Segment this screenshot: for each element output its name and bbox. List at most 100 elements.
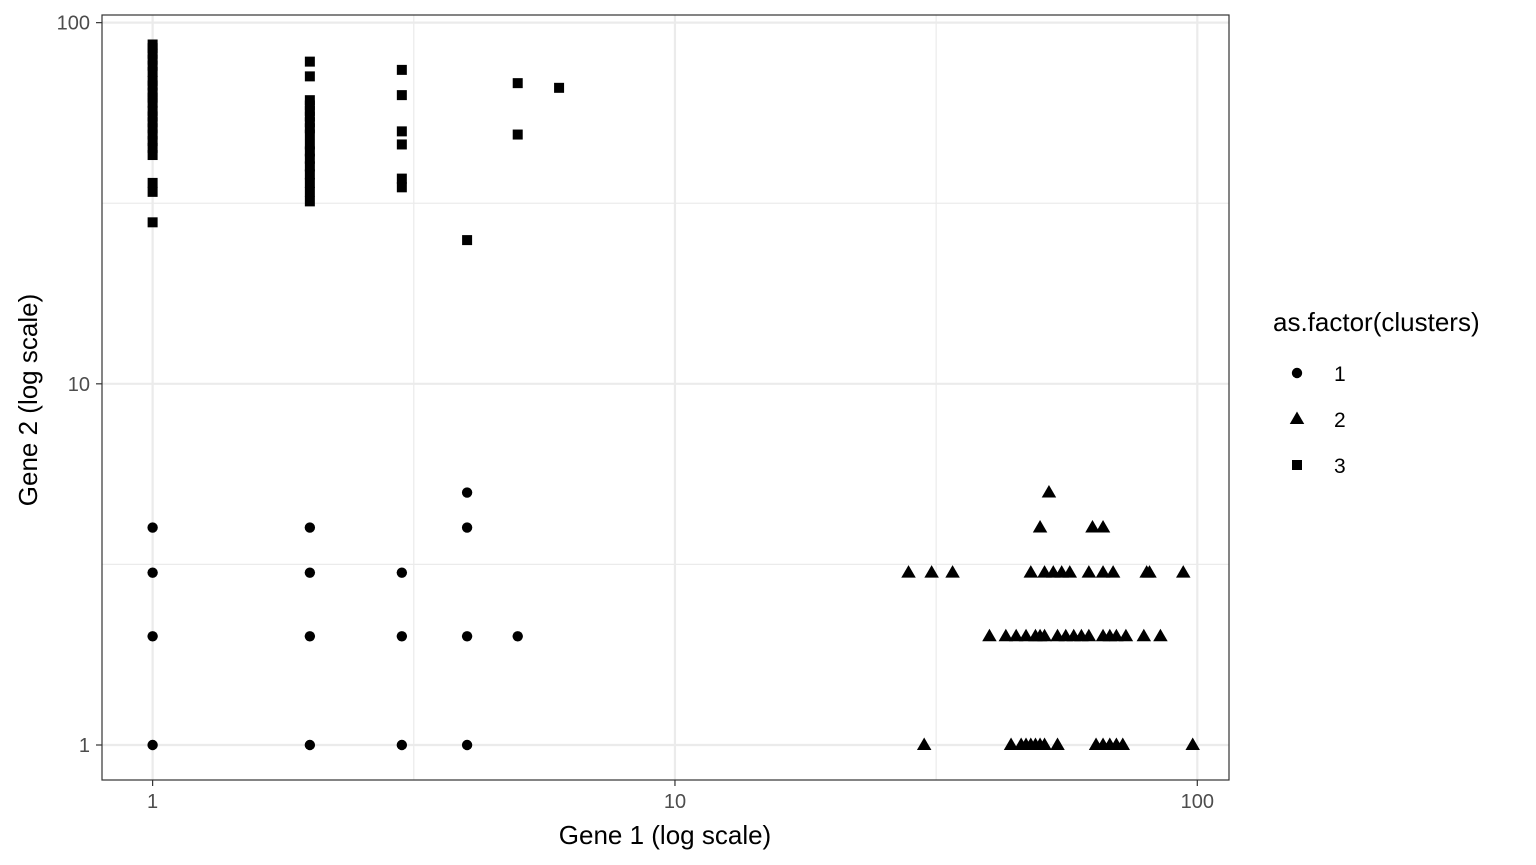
y-tick-label: 10 [68,374,90,396]
data-point [1153,628,1168,642]
data-point [396,173,407,184]
y-tick-label: 1 [79,735,90,757]
data-point [147,123,158,134]
data-point [1118,628,1134,642]
data-point [1062,565,1078,578]
data-point [396,182,407,193]
data-point [396,567,408,578]
data-point [304,161,315,172]
data-point [396,64,407,75]
data-point [945,565,960,578]
data-point [147,631,158,642]
x-axis-ticks: 1 10 100 [147,780,1214,813]
data-point [1081,565,1097,578]
data-point [998,628,1014,642]
data-point [147,111,158,122]
data-point [147,105,158,116]
data-point [147,75,158,86]
data-point [147,67,158,78]
data-point [304,105,315,116]
data-point [147,87,158,98]
data-point [147,117,158,128]
data-point [147,39,158,50]
data-point [1023,565,1039,578]
series-2 [901,485,1200,750]
data-point [147,129,158,140]
data-point [147,48,158,59]
data-point [1032,520,1048,533]
plot-border [101,14,1230,781]
data-point [147,97,158,108]
legend-title: as.factor(clusters) [1273,307,1480,337]
data-point [461,739,473,751]
data-point [982,628,997,642]
data-points [147,39,1200,751]
data-point [147,739,158,751]
data-point [461,631,473,642]
data-point [1041,485,1057,498]
legend: as.factor(clusters) 1 2 3 [1273,307,1480,478]
data-point [304,111,315,122]
plot-panel [102,15,1229,780]
data-point [512,78,523,89]
data-point [1081,628,1097,642]
data-point [147,60,158,71]
data-point [916,737,932,750]
legend-label: 2 [1334,409,1346,432]
data-point [461,487,473,498]
data-point [901,565,916,578]
data-point [304,196,315,207]
data-point [1142,565,1157,578]
y-axis-ticks: 1 10 100 [57,13,102,757]
data-point [147,177,158,188]
legend-item-1: 1 [1291,363,1346,386]
x-tick-label: 10 [664,791,686,813]
data-point [304,522,316,533]
legend-label: 3 [1334,455,1346,478]
data-point [304,153,315,164]
series-1 [147,487,523,751]
data-point [396,139,407,150]
data-point [1003,737,1019,750]
data-point [304,71,315,82]
x-tick-label: 100 [1181,791,1214,813]
data-point [512,129,523,140]
data-point [1050,737,1065,750]
data-point [304,95,315,106]
data-point [147,217,158,228]
data-point [1008,628,1024,642]
data-point [304,100,315,111]
x-axis-title: Gene 1 (log scale) [559,820,771,850]
data-point [304,123,315,134]
data-point [396,739,408,751]
data-point [1136,628,1152,642]
data-point [304,739,316,751]
data-point [396,90,407,101]
data-point [304,117,315,128]
data-point [1085,520,1100,533]
data-point [304,631,316,642]
data-point [304,567,316,578]
legend-item-3: 3 [1292,455,1346,478]
legend-key-circle [1291,367,1303,379]
data-point [304,139,315,150]
data-point [1037,628,1052,642]
data-point [396,631,408,642]
data-point [1115,737,1131,750]
data-point [462,235,473,246]
legend-item-2: 2 [1289,409,1346,432]
data-point [147,150,158,161]
data-point [147,142,158,153]
y-tick-label: 100 [57,13,90,35]
data-point [147,54,158,65]
data-point [512,631,523,642]
data-point [1109,628,1124,642]
data-point [461,522,473,533]
data-point [1095,565,1111,578]
data-point [1095,520,1111,533]
data-point [396,126,407,137]
data-point [304,56,315,67]
data-point [1105,565,1121,578]
legend-label: 1 [1334,363,1346,386]
